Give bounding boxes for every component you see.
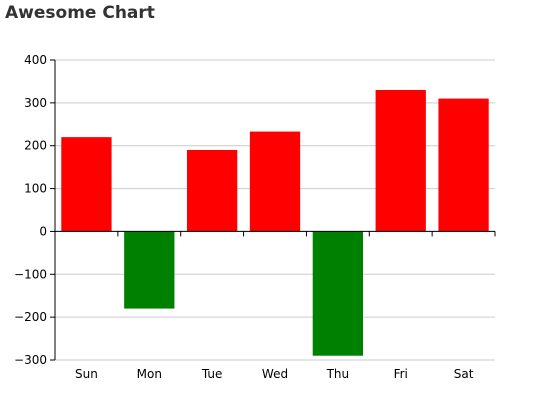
x-tick-label-fri: Fri xyxy=(394,367,408,381)
chart-title: Awesome Chart xyxy=(5,3,155,23)
bar-sat[interactable] xyxy=(438,98,489,232)
y-tick-label: 100 xyxy=(24,182,47,196)
y-tick-label: 300 xyxy=(24,96,47,110)
x-tick-label-thu: Thu xyxy=(326,367,350,381)
bar-fri[interactable] xyxy=(375,90,426,232)
x-tick-label-sun: Sun xyxy=(75,367,98,381)
x-tick-label-wed: Wed xyxy=(262,367,288,381)
bars xyxy=(61,90,489,356)
y-tick-label: 0 xyxy=(39,224,47,238)
bar-mon[interactable] xyxy=(124,231,175,309)
axes xyxy=(50,59,496,361)
y-tick-label: 200 xyxy=(24,139,47,153)
bar-tue[interactable] xyxy=(187,150,238,232)
y-tick-label: −300 xyxy=(14,353,47,367)
x-tick-label-mon: Mon xyxy=(137,367,162,381)
x-tick-label-sat: Sat xyxy=(454,367,474,381)
y-tick-label: −200 xyxy=(14,310,47,324)
y-tick-label: −100 xyxy=(14,267,47,281)
tick-labels: −300 −200 −100 0 100 200 300 400 Sun Mon Tue Wed Thu… xyxy=(14,53,474,381)
x-tick-label-tue: Tue xyxy=(201,367,223,381)
bar-wed[interactable] xyxy=(249,131,301,232)
bar-thu[interactable] xyxy=(312,231,363,356)
bar-sun[interactable] xyxy=(61,137,112,232)
y-tick-label: 400 xyxy=(24,53,47,67)
